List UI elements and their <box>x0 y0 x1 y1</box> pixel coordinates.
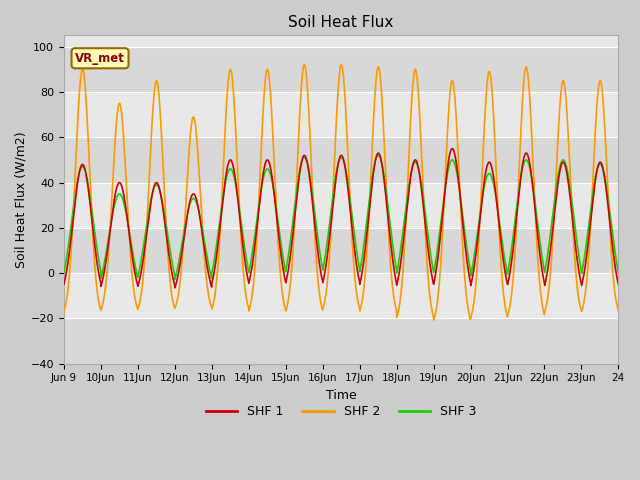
SHF 2 <box>503 311 511 317</box>
SHF 3 <box>614 269 622 275</box>
Bar <box>64 273 618 318</box>
SHF 3 <box>215 225 223 231</box>
SHF 3 <box>60 269 68 275</box>
SHF 2 <box>60 308 68 314</box>
SHF 1 <box>60 281 68 287</box>
SHF 1 <box>215 234 223 240</box>
SHF 1 <box>449 146 456 152</box>
SHF 2 <box>369 119 377 124</box>
SHF 3 <box>374 153 382 158</box>
SHF 3 <box>581 249 589 255</box>
X-axis label: Time: Time <box>326 389 356 402</box>
SHF 1 <box>503 278 511 284</box>
SHF 3 <box>369 168 377 173</box>
SHF 1 <box>614 282 622 288</box>
Line: SHF 1: SHF 1 <box>64 149 618 288</box>
SHF 3 <box>171 276 179 282</box>
SHF 3 <box>503 267 511 273</box>
SHF 2 <box>215 254 223 260</box>
SHF 2 <box>358 302 365 308</box>
SHF 3 <box>566 183 573 189</box>
Bar <box>64 92 618 137</box>
Title: Soil Heat Flux: Soil Heat Flux <box>289 15 394 30</box>
Legend: SHF 1, SHF 2, SHF 3: SHF 1, SHF 2, SHF 3 <box>201 400 481 423</box>
SHF 2 <box>430 317 438 323</box>
SHF 2 <box>614 308 622 313</box>
SHF 1 <box>581 263 589 269</box>
SHF 2 <box>581 291 589 297</box>
SHF 1 <box>358 274 365 279</box>
SHF 2 <box>301 62 308 68</box>
SHF 1 <box>369 170 377 176</box>
Bar <box>64 47 618 92</box>
Bar <box>64 228 618 273</box>
SHF 3 <box>358 260 365 265</box>
Line: SHF 2: SHF 2 <box>64 65 618 320</box>
Bar <box>64 318 618 364</box>
SHF 2 <box>566 165 573 171</box>
Line: SHF 3: SHF 3 <box>64 156 618 279</box>
Bar <box>64 137 618 182</box>
SHF 1 <box>566 192 573 198</box>
Bar <box>64 182 618 228</box>
Text: VR_met: VR_met <box>75 52 125 65</box>
SHF 1 <box>171 285 179 291</box>
Y-axis label: Soil Heat Flux (W/m2): Soil Heat Flux (W/m2) <box>15 131 28 268</box>
